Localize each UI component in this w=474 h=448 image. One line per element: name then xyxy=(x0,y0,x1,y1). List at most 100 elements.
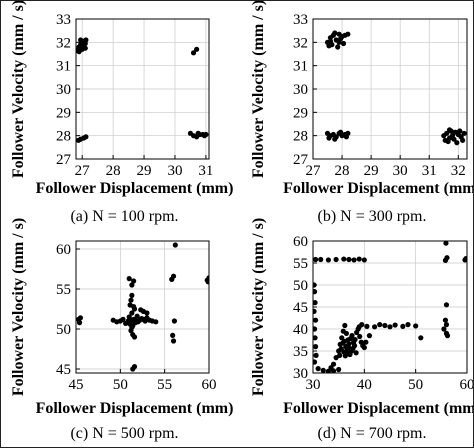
data-point xyxy=(340,40,347,47)
y-tick-label: 60 xyxy=(293,234,308,250)
data-point xyxy=(153,319,159,325)
data-point xyxy=(356,256,362,262)
data-point xyxy=(201,133,207,139)
data-point xyxy=(364,323,370,329)
y-tick-label: 40 xyxy=(293,322,308,338)
x-tick-label: 55 xyxy=(157,377,172,393)
data-point xyxy=(341,338,347,344)
data-point xyxy=(346,256,352,263)
data-point xyxy=(131,334,138,340)
data-point xyxy=(313,300,318,306)
data-point xyxy=(444,130,450,136)
y-tick-label: 50 xyxy=(293,278,308,294)
data-point xyxy=(363,339,369,345)
x-tick-label: 29 xyxy=(364,163,379,179)
data-point xyxy=(366,333,373,339)
data-point xyxy=(413,323,419,329)
y-tick-label: 35 xyxy=(293,344,308,360)
y-axis-label: Follower Velocity (mm / s) xyxy=(250,218,267,396)
data-point xyxy=(454,140,460,146)
data-point xyxy=(349,333,355,339)
data-point xyxy=(343,330,349,336)
data-point xyxy=(338,129,344,135)
data-point xyxy=(372,324,378,330)
data-point xyxy=(126,276,132,282)
chart-panel-2: 27 28 29 30 31 32 27 28 29 30 31 32 33 Follower Displ… xyxy=(250,1,473,225)
data-point xyxy=(464,256,467,263)
x-tick-label: 32 xyxy=(451,163,466,179)
data-point xyxy=(129,292,135,298)
panel-caption: (b) N = 300 rpm. xyxy=(317,208,426,225)
data-point xyxy=(131,364,138,370)
data-point xyxy=(194,46,200,52)
chart-panel-4: 30 40 50 60 30 35 40 45 50 55 60 Follower Displacem… xyxy=(250,218,473,442)
data-point xyxy=(336,31,342,37)
data-point xyxy=(457,128,463,134)
data-point xyxy=(392,322,398,328)
data-point xyxy=(444,333,451,339)
data-point xyxy=(120,316,126,322)
y-tick-label: 33 xyxy=(56,12,71,28)
x-tick-label: 30 xyxy=(393,163,408,179)
data-point xyxy=(352,336,358,343)
data-point xyxy=(377,322,383,328)
data-points xyxy=(324,30,467,146)
data-point xyxy=(445,138,451,145)
panel-caption: (d) N = 700 rpm. xyxy=(317,425,426,442)
data-point xyxy=(338,36,344,42)
data-point xyxy=(443,322,450,328)
data-point xyxy=(441,326,447,332)
x-tick-label: 45 xyxy=(69,377,84,393)
y-tick-label: 27 xyxy=(56,152,72,168)
data-point xyxy=(326,135,332,141)
data-point xyxy=(195,130,201,136)
data-point xyxy=(205,279,209,285)
y-tick-label: 30 xyxy=(56,82,71,98)
data-point xyxy=(461,130,467,136)
data-point xyxy=(77,315,84,321)
y-tick-label: 31 xyxy=(56,59,71,75)
data-point xyxy=(351,343,358,349)
data-point xyxy=(330,361,337,367)
x-tick-label: 30 xyxy=(167,163,182,179)
data-point xyxy=(345,344,352,350)
y-tick-label: 55 xyxy=(293,256,308,272)
data-point xyxy=(342,322,348,329)
x-tick-label: 31 xyxy=(422,163,437,179)
x-axis-label: Follower Displacement (mm) xyxy=(36,400,234,417)
data-point xyxy=(131,304,137,310)
data-point xyxy=(382,322,388,329)
data-point xyxy=(83,37,89,43)
y-tick-label: 30 xyxy=(293,366,308,382)
x-tick-label: 40 xyxy=(357,377,372,393)
chart-panel-1: 27 28 29 30 31 27 28 29 30 31 32 33 Follower Displac… xyxy=(10,1,233,225)
data-point xyxy=(460,137,466,143)
data-points xyxy=(313,241,467,373)
data-point xyxy=(313,359,318,365)
x-tick-label: 27 xyxy=(75,163,91,179)
data-point xyxy=(442,317,449,323)
data-point xyxy=(129,282,135,288)
data-point xyxy=(171,318,178,324)
data-point xyxy=(405,322,411,328)
data-point xyxy=(337,352,343,358)
data-points xyxy=(76,37,209,143)
data-point xyxy=(144,310,150,316)
data-point xyxy=(359,322,365,328)
data-point xyxy=(78,37,84,43)
y-tick-label: 55 xyxy=(56,282,71,298)
x-tick-label: 31 xyxy=(198,163,213,179)
x-tick-label: 60 xyxy=(460,377,474,393)
data-point xyxy=(443,241,449,246)
plot-frame xyxy=(75,240,210,374)
data-point xyxy=(131,278,137,284)
data-point xyxy=(313,352,319,358)
x-axis-label: Follower Displacement (mm) xyxy=(36,180,234,197)
data-point xyxy=(170,338,177,344)
data-point xyxy=(320,367,326,373)
y-axis-label: Follower Velocity (mm / s) xyxy=(250,1,267,178)
data-point xyxy=(126,314,132,320)
x-tick-label: 50 xyxy=(408,377,423,393)
